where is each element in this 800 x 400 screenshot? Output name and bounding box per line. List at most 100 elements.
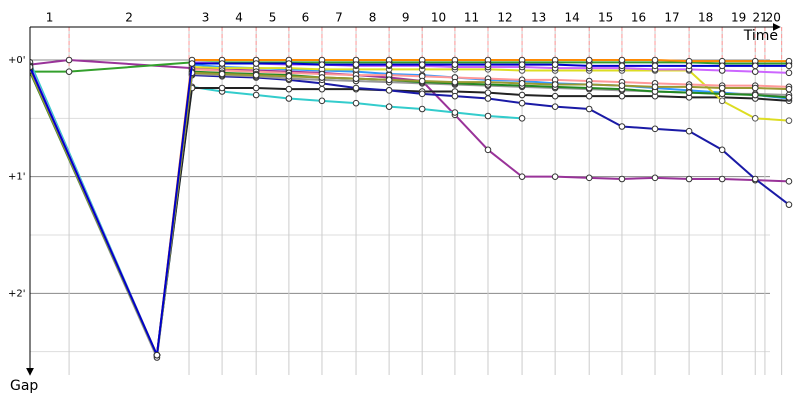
data-point	[618, 56, 626, 64]
data-point	[65, 68, 73, 75]
lap-label: 4	[235, 11, 243, 25]
data-point	[451, 61, 459, 68]
data-point	[551, 103, 559, 110]
data-point	[618, 123, 626, 130]
data-point	[318, 74, 326, 81]
plot-area	[30, 56, 793, 362]
data-point	[518, 173, 526, 180]
data-point	[551, 81, 559, 88]
lap-label: 19	[731, 11, 746, 25]
data-point	[318, 97, 326, 105]
data-point	[585, 56, 593, 64]
series-line	[30, 71, 790, 359]
series-line	[30, 70, 790, 359]
data-point	[751, 115, 759, 122]
data-point	[218, 70, 226, 78]
data-point	[518, 115, 526, 122]
lap-label: 5	[269, 11, 277, 25]
data-point	[651, 62, 659, 70]
data-point	[751, 91, 759, 99]
data-point	[285, 85, 293, 93]
lap-label: 6	[302, 11, 310, 25]
data-point	[651, 83, 659, 91]
data-point	[318, 61, 326, 68]
data-point	[385, 103, 393, 110]
data-point	[484, 89, 492, 96]
data-point	[352, 84, 360, 92]
series-line	[30, 65, 790, 359]
data-point	[685, 83, 693, 91]
data-point	[651, 174, 659, 182]
data-point	[718, 62, 726, 70]
lap-label: 15	[598, 11, 613, 25]
series-line	[30, 61, 790, 359]
y-tick-label: +1'	[8, 172, 26, 183]
data-point	[618, 62, 626, 70]
data-point	[718, 84, 726, 92]
data-point	[318, 85, 326, 93]
data-point	[385, 61, 393, 68]
lap-label: 17	[664, 11, 679, 25]
lap-label: 7	[335, 11, 343, 25]
data-point	[285, 60, 293, 67]
data-point	[418, 77, 426, 85]
y-axis-label: Gap	[10, 378, 38, 394]
lap-label: 3	[202, 11, 210, 25]
data-point	[484, 146, 492, 154]
data-point	[218, 60, 226, 67]
data-point	[785, 178, 793, 185]
data-point	[585, 81, 593, 88]
data-point	[418, 90, 426, 98]
data-point	[252, 71, 260, 79]
y-tick-label: +0'	[8, 55, 26, 66]
x-axis-label: Time	[743, 28, 778, 44]
lap-label: 21	[752, 11, 767, 25]
lap-label: 13	[531, 11, 546, 25]
data-point	[785, 62, 793, 70]
series-line	[30, 68, 790, 359]
data-point	[218, 84, 226, 92]
data-point	[551, 92, 559, 100]
data-point	[352, 75, 360, 82]
data-point	[751, 84, 759, 92]
series-line	[30, 67, 790, 359]
y-tick-label: +2'	[8, 288, 26, 299]
data-point	[385, 76, 393, 84]
series-line	[30, 70, 790, 359]
data-point	[352, 99, 360, 107]
data-point	[718, 175, 726, 183]
data-point	[685, 62, 693, 70]
data-point	[418, 105, 426, 113]
data-point	[484, 61, 492, 68]
series-line	[30, 58, 790, 183]
data-point	[785, 117, 793, 124]
data-point	[518, 99, 526, 107]
data-point	[751, 175, 759, 183]
data-point	[685, 127, 693, 135]
data-point	[385, 87, 393, 94]
series-line	[30, 71, 790, 362]
lap-label: 20	[766, 11, 781, 25]
data-point	[451, 109, 459, 116]
data-point	[685, 175, 693, 183]
data-point	[551, 173, 559, 180]
data-point	[585, 62, 593, 70]
data-point	[484, 95, 492, 102]
data-point	[751, 68, 759, 75]
data-point	[585, 174, 593, 182]
data-point	[285, 73, 293, 80]
lap-label: 9	[402, 11, 410, 25]
lap-label: 2	[125, 11, 133, 25]
data-point	[651, 56, 659, 64]
data-point	[785, 69, 793, 77]
data-point	[451, 92, 459, 100]
lap-label: 1	[46, 11, 54, 25]
data-point	[518, 61, 526, 68]
data-point	[618, 82, 626, 89]
data-point	[551, 61, 559, 68]
lap-label: 14	[565, 11, 580, 25]
data-point	[153, 351, 161, 359]
data-point	[518, 91, 526, 99]
series-line	[30, 61, 523, 359]
